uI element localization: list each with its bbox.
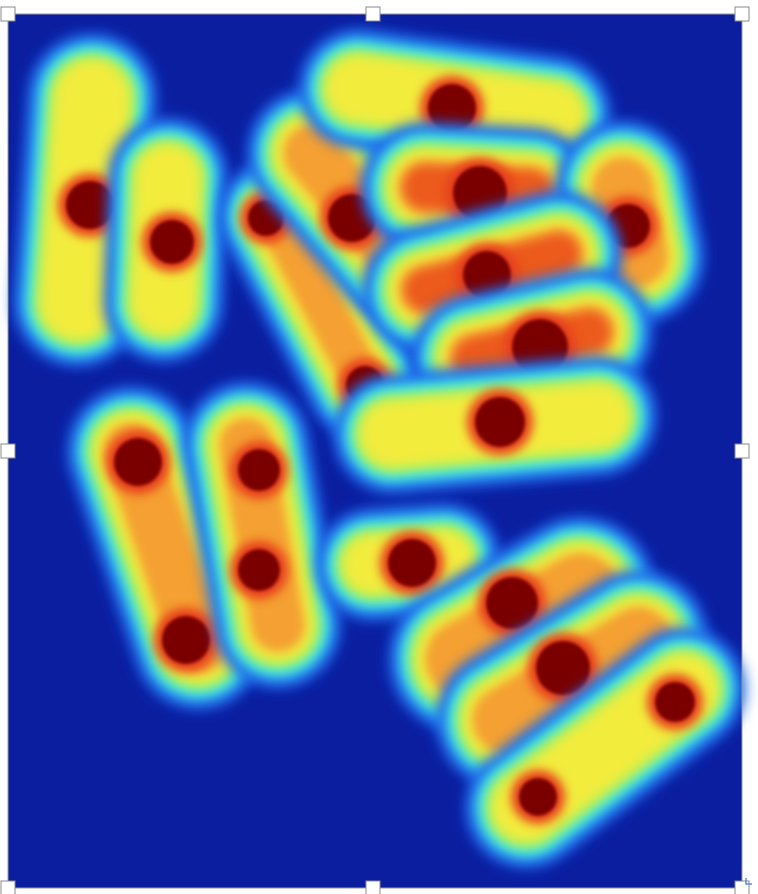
resize-handle[interactable] <box>0 880 16 894</box>
cells <box>13 28 745 869</box>
resize-handle[interactable] <box>734 443 750 459</box>
anchor-mark <box>745 878 752 885</box>
nucleus <box>150 220 194 264</box>
cell <box>183 381 341 689</box>
nucleus <box>162 616 210 664</box>
resize-handle[interactable] <box>365 6 381 22</box>
nucleus <box>463 251 511 299</box>
nucleus <box>114 438 162 486</box>
nucleus <box>655 682 695 722</box>
nucleus <box>388 539 436 587</box>
cell-body <box>254 195 386 405</box>
nucleus <box>238 549 280 591</box>
nucleus <box>238 449 280 491</box>
nucleus <box>486 577 538 629</box>
nucleus <box>519 778 557 816</box>
resize-handle[interactable] <box>0 6 16 22</box>
nucleus <box>66 181 114 229</box>
resize-handle[interactable] <box>734 880 750 894</box>
resize-handle[interactable] <box>734 6 750 22</box>
nucleus <box>428 84 476 132</box>
resize-handle[interactable] <box>365 880 381 894</box>
nucleus <box>475 397 525 447</box>
resize-handle[interactable] <box>0 443 16 459</box>
nucleus <box>536 641 590 695</box>
resize-handles[interactable] <box>0 6 750 894</box>
